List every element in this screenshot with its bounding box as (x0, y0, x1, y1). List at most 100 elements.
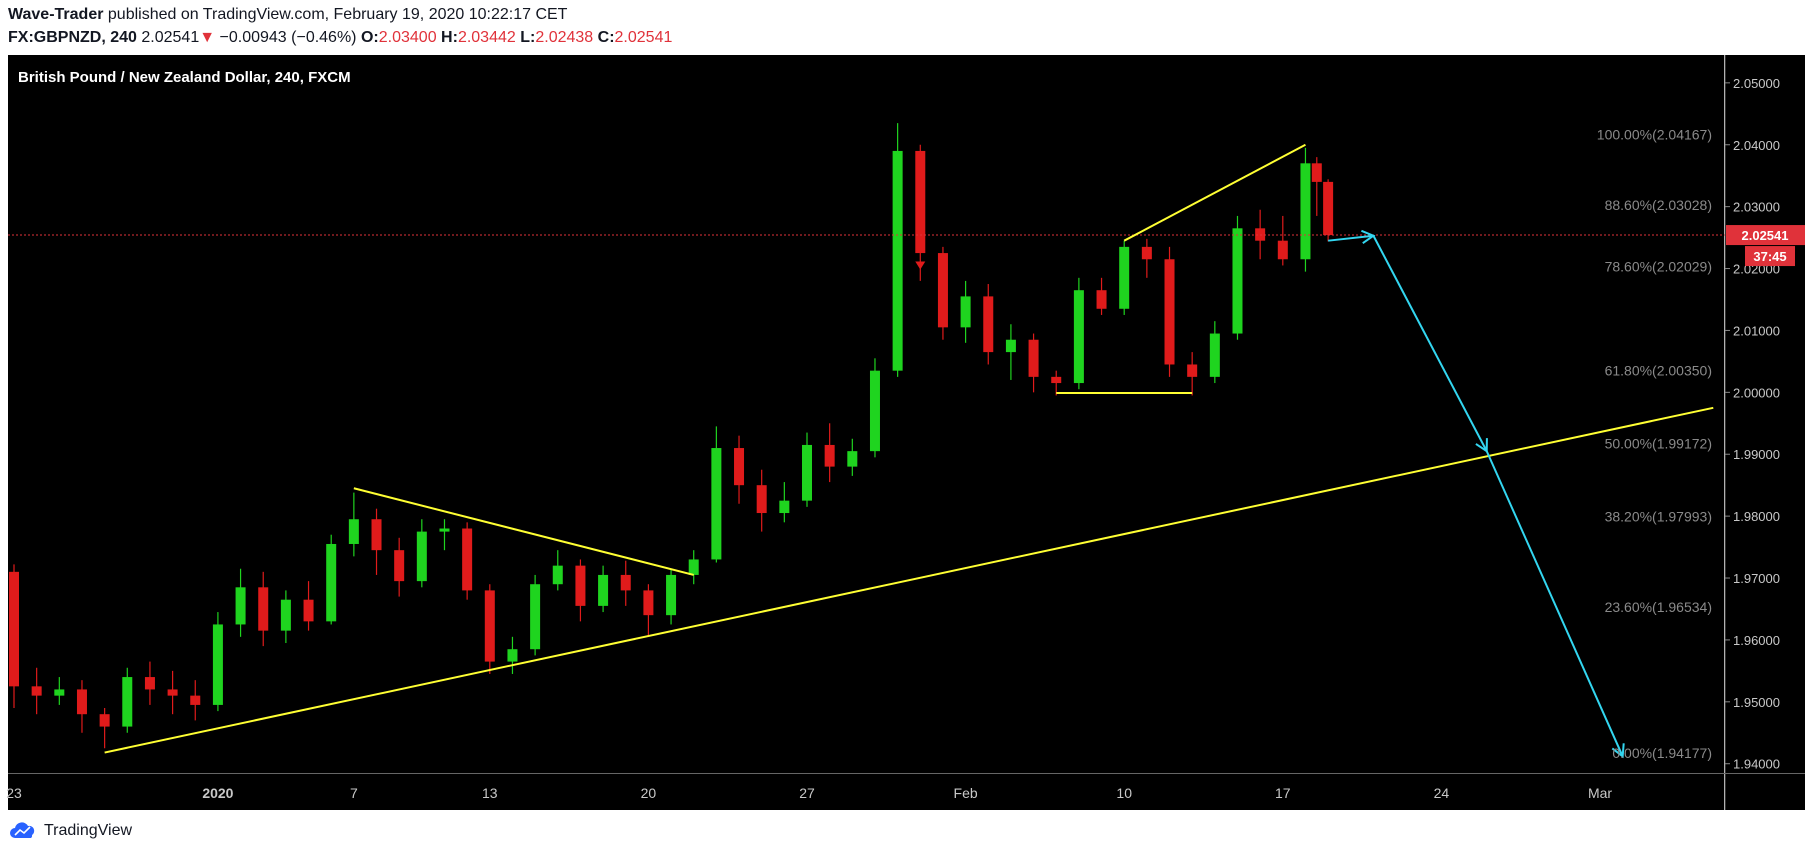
tradingview-cloud-icon[interactable] (8, 821, 38, 841)
candle[interactable] (779, 482, 790, 523)
candle[interactable] (1141, 238, 1152, 278)
candle[interactable] (212, 612, 223, 712)
candle[interactable] (99, 708, 110, 749)
candle-body (303, 599, 314, 622)
projection-line (1372, 235, 1488, 452)
candle[interactable] (167, 670, 178, 715)
candle[interactable] (1277, 215, 1288, 266)
candle[interactable] (371, 508, 382, 575)
candle[interactable] (484, 584, 495, 674)
author-name[interactable]: Wave-Trader (8, 6, 104, 23)
candle[interactable] (507, 636, 518, 674)
publish-line: Wave-Trader published on TradingView.com… (8, 6, 567, 24)
candle[interactable] (144, 661, 155, 705)
candle[interactable] (1073, 277, 1084, 390)
candle-body (1119, 246, 1130, 309)
candle[interactable] (530, 574, 541, 656)
candle[interactable] (1323, 179, 1334, 242)
candle-body (666, 574, 677, 616)
candle[interactable] (258, 571, 269, 647)
low-value: 2.02438 (535, 29, 594, 46)
candle[interactable] (1119, 240, 1130, 315)
time-axis[interactable] (8, 774, 1724, 810)
countdown-label: 37:45 (1753, 249, 1786, 264)
candle[interactable] (1028, 333, 1039, 393)
candle[interactable] (326, 534, 337, 625)
y-tick-label: 1.94000 (1733, 757, 1780, 772)
candle[interactable] (1232, 215, 1243, 340)
candle-body (756, 485, 767, 514)
candle-body (1311, 163, 1322, 182)
candle[interactable] (734, 435, 745, 504)
candle[interactable] (937, 246, 948, 340)
candle[interactable] (1311, 157, 1322, 216)
plot-area[interactable] (8, 55, 1724, 773)
candle-body (1300, 163, 1311, 260)
candle[interactable] (847, 438, 858, 476)
candle[interactable] (915, 144, 926, 281)
candle[interactable] (348, 492, 359, 557)
candle[interactable] (892, 123, 903, 377)
candle[interactable] (598, 565, 609, 613)
candle[interactable] (54, 677, 65, 705)
price-axis[interactable] (1725, 55, 1805, 773)
candle[interactable] (552, 550, 563, 591)
candle-body (1232, 228, 1243, 334)
candle[interactable] (1096, 277, 1107, 315)
trendline-wedge-upper[interactable] (1123, 143, 1306, 242)
candle[interactable] (756, 469, 767, 532)
candle[interactable] (1300, 147, 1311, 272)
fib-level-label: 23.60%(1.96534) (1605, 599, 1712, 615)
candle[interactable] (462, 522, 473, 600)
candle[interactable] (666, 568, 677, 625)
close-label: C: (597, 29, 615, 46)
candle[interactable] (824, 423, 835, 483)
candle[interactable] (643, 584, 654, 637)
candle-body (462, 528, 473, 591)
candle[interactable] (688, 550, 699, 585)
candle[interactable] (1187, 352, 1198, 396)
candle[interactable] (1209, 321, 1220, 384)
projection-segment[interactable] (1372, 235, 1488, 453)
candle[interactable] (31, 667, 42, 715)
symbol-label: FX:GBPNZD, 240 (8, 29, 137, 46)
candle[interactable] (416, 519, 427, 588)
candle[interactable] (575, 559, 586, 622)
candle[interactable] (620, 560, 631, 606)
candle[interactable] (76, 680, 87, 733)
current-price-badge-label: 2.02541 (1742, 228, 1789, 243)
candle-body (190, 695, 201, 705)
candle-body (1141, 246, 1152, 260)
trendline-lower-support[interactable] (104, 406, 1714, 754)
candle[interactable] (802, 432, 812, 507)
tradingview-brand[interactable]: TradingView (44, 822, 133, 839)
trendline-triangle-upper[interactable] (353, 487, 694, 576)
candle[interactable] (235, 568, 246, 637)
candle[interactable] (439, 519, 450, 551)
candle[interactable] (869, 358, 880, 458)
candle[interactable] (1255, 209, 1266, 260)
candle[interactable] (711, 426, 722, 563)
candle-body (144, 677, 155, 690)
x-tick-label: 24 (1434, 785, 1450, 801)
candle[interactable] (960, 280, 971, 343)
candle[interactable] (983, 284, 994, 365)
candle-body (1164, 259, 1175, 365)
candle-body (348, 519, 359, 544)
candle[interactable] (1164, 246, 1175, 377)
candle[interactable] (1005, 324, 1016, 380)
down-arrow-icon: ▼ (199, 29, 216, 46)
candle[interactable] (280, 590, 291, 644)
x-tick-label: 2020 (202, 785, 233, 801)
candle[interactable] (394, 537, 405, 597)
candle[interactable] (1051, 370, 1062, 396)
projection-segment[interactable] (1485, 450, 1625, 759)
candle[interactable] (122, 667, 133, 733)
candle-body (983, 296, 994, 353)
y-tick-label: 2.03000 (1733, 200, 1780, 215)
candle[interactable] (303, 581, 314, 631)
x-tick-label: 17 (1275, 785, 1291, 801)
candle[interactable] (9, 564, 19, 709)
candle[interactable] (190, 680, 201, 721)
